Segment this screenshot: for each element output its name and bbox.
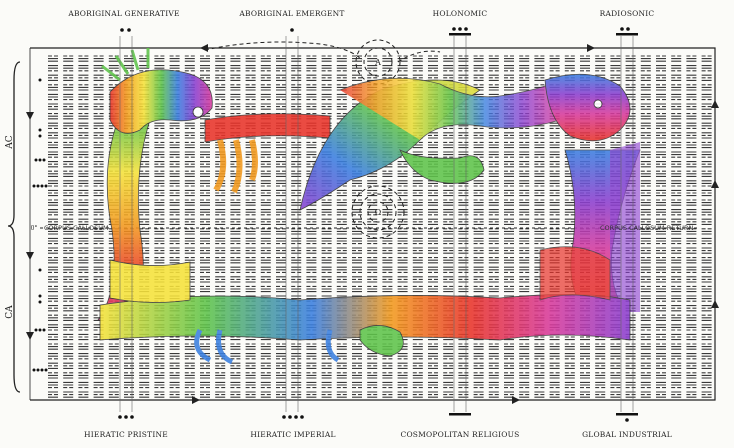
top-loop <box>40 39 700 239</box>
serpent-eye <box>192 106 204 118</box>
era-lines <box>119 36 634 412</box>
frame-arrows <box>26 44 719 404</box>
label-corpus-callosum: CORPUS CALLOSUM <box>44 224 109 232</box>
serpent-head <box>109 69 213 134</box>
arrow-down-left <box>26 112 34 120</box>
top-markers <box>120 27 638 36</box>
serpent-right-lower <box>539 246 611 301</box>
label-zero-degree: 0° <box>31 225 38 232</box>
label-holonomic: HOLONOMIC <box>433 9 488 18</box>
label-ac: AC <box>5 135 15 149</box>
label-hieratic-imperial: HIERATIC IMPERIAL <box>250 430 335 439</box>
serpent-right-band <box>610 142 640 312</box>
bottom-markers <box>118 413 638 422</box>
frame-lines <box>29 47 716 401</box>
label-aboriginal-generative: ABORIGINAL GENERATIVE <box>67 9 179 18</box>
serpent-fin <box>399 149 485 184</box>
serpent-right-head <box>544 73 631 142</box>
label-aboriginal-emergent: ABORIGINAL EMERGENT <box>238 9 344 18</box>
serpent-bottom-body <box>99 294 631 341</box>
label-corpus-callosum-return: CORPUS CALLOSUM RETURN <box>600 224 694 232</box>
label-cosmopolitan-religious: COSMOPOLITAN RELIGIOUS <box>401 430 520 439</box>
label-global-industrial: GLOBAL INDUSTRIAL <box>582 430 672 439</box>
outer-frame <box>30 47 716 401</box>
arrow-down-left-2 <box>26 252 34 260</box>
serpent-bottom-left-block <box>109 259 191 303</box>
serpent-claws <box>213 139 258 194</box>
label-hieratic-pristine: HIERATIC PRISTINE <box>84 430 168 439</box>
arrow-right-bottom <box>192 396 200 404</box>
arrow-up-right <box>711 100 719 108</box>
arrow-right-top <box>587 44 595 52</box>
serpent-crest <box>101 48 150 82</box>
arrow-up-right-3 <box>711 300 719 308</box>
side-markers <box>32 78 48 372</box>
marker-omega: Ω <box>375 208 382 217</box>
arrow-down-left-3 <box>26 332 34 340</box>
arrow-left-top <box>200 44 208 52</box>
arrow-right-bottom-2 <box>512 396 520 404</box>
serpent-upper-body <box>339 77 561 141</box>
arrow-up-right-2 <box>711 180 719 188</box>
hexagram-marks <box>48 55 712 398</box>
label-radiosonic: RADIOSONIC <box>600 9 655 18</box>
rainbow-serpent <box>97 48 641 365</box>
serpent-right-eye <box>593 99 603 109</box>
serpent-bottom-scrolls <box>194 328 340 365</box>
marker-a: A <box>374 58 381 67</box>
side-brace <box>7 61 21 393</box>
label-ca: CA <box>5 305 15 319</box>
hexagram-grid <box>48 55 712 398</box>
serpent-bottom-knot <box>359 325 404 357</box>
